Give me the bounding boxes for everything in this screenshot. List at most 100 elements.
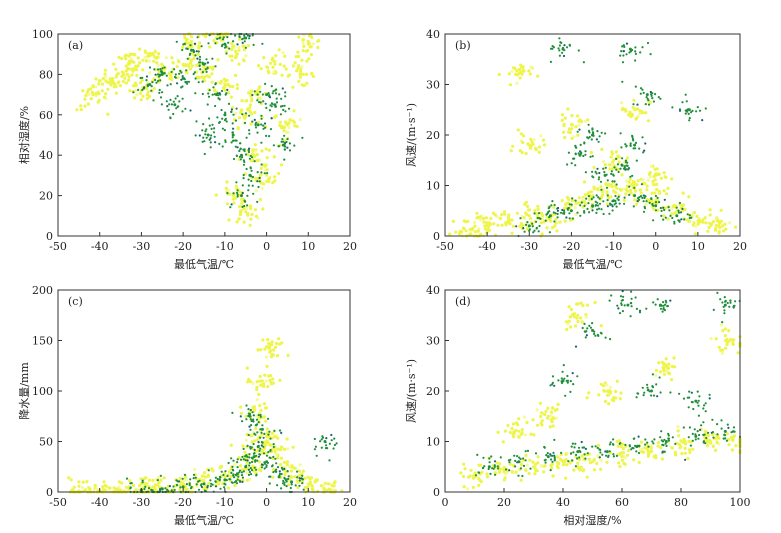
text-layer: -50 -40 -30 -20 -10 0 10 20020406080100(a)最低气温/…	[17, 28, 751, 527]
yellow-point	[662, 372, 667, 376]
green-point	[584, 457, 587, 460]
yellow-point	[224, 79, 228, 83]
green-point	[320, 438, 323, 441]
yellow-point	[620, 173, 624, 177]
green-point	[528, 229, 531, 232]
yellow-point	[230, 58, 234, 62]
yellow-point	[246, 108, 250, 112]
data-point	[502, 470, 506, 474]
yellow-point	[731, 438, 735, 442]
green-point	[330, 433, 333, 437]
green-point	[560, 381, 564, 385]
green-point	[634, 52, 638, 56]
green-point	[197, 50, 200, 53]
green-point	[241, 476, 244, 479]
green-point	[701, 119, 704, 122]
green-point	[170, 489, 173, 492]
green-point	[599, 180, 603, 183]
green-point	[181, 48, 184, 52]
green-point	[723, 296, 726, 299]
green-point	[562, 54, 566, 58]
yellow-point	[727, 443, 731, 447]
yellow-point	[658, 191, 662, 195]
yellow-point	[627, 113, 631, 117]
green-point	[139, 76, 142, 80]
data-point	[527, 224, 531, 228]
yellow-point	[120, 56, 124, 61]
yellow-point	[595, 461, 599, 465]
x-tick-label: 0	[263, 496, 270, 509]
yellow-point	[139, 81, 143, 85]
green-point	[562, 364, 565, 367]
yellow-point-group	[75, 32, 321, 227]
yellow-point	[646, 119, 651, 123]
yellow-point	[249, 217, 253, 221]
data-point	[532, 465, 535, 469]
data-point	[527, 143, 531, 147]
green-point	[189, 109, 192, 112]
yellow-point	[102, 480, 106, 484]
green-point	[686, 213, 689, 216]
green-point	[629, 142, 632, 145]
green-point	[211, 483, 214, 486]
yellow-point	[229, 475, 233, 479]
green-point	[227, 102, 231, 105]
yellow-point	[662, 189, 666, 193]
yellow-point	[609, 155, 613, 159]
yellow-point	[300, 58, 304, 62]
yellow-point	[717, 231, 721, 235]
green-point	[268, 135, 271, 138]
yellow-point	[483, 224, 487, 228]
green-point	[209, 141, 212, 144]
green-point	[649, 90, 652, 94]
green-point	[522, 457, 525, 460]
data-point	[645, 93, 649, 97]
yellow-point	[609, 195, 613, 199]
data-point	[694, 399, 698, 403]
yellow-point-group	[67, 337, 344, 494]
green-point	[189, 478, 192, 481]
yellow-point	[250, 212, 254, 217]
green-point	[174, 97, 177, 100]
yellow-point	[529, 137, 533, 141]
yellow-point	[257, 460, 261, 464]
green-point	[515, 225, 518, 228]
green-point	[180, 71, 183, 74]
green-point	[260, 466, 264, 469]
yellow-point	[570, 127, 574, 131]
green-point	[651, 386, 655, 389]
green-point	[569, 390, 572, 393]
green-point	[557, 206, 560, 210]
green-point	[213, 135, 216, 138]
yellow-point	[188, 67, 192, 71]
green-point	[543, 446, 546, 449]
yellow-point	[511, 435, 516, 439]
green-point	[207, 469, 210, 472]
green-point	[669, 391, 672, 394]
yellow-point	[195, 485, 199, 489]
green-point	[611, 180, 614, 183]
yellow-point	[719, 208, 723, 212]
yellow-point	[592, 165, 596, 169]
yellow-point	[254, 214, 258, 218]
green-point	[258, 101, 261, 104]
green-point	[635, 450, 638, 453]
yellow-point	[560, 118, 564, 122]
x-tick-label: 10	[301, 496, 315, 509]
yellow-point	[530, 140, 534, 144]
yellow-point	[524, 468, 528, 472]
green-point	[230, 471, 233, 474]
yellow-point	[692, 211, 697, 215]
x-tick-label: -10	[216, 496, 234, 509]
yellow-point	[311, 42, 315, 46]
yellow-point	[514, 470, 518, 474]
yellow-point	[628, 110, 632, 114]
green-point	[600, 131, 603, 134]
yellow-point	[283, 469, 287, 473]
yellow-point	[322, 486, 326, 490]
yellow-point	[625, 189, 630, 193]
green-point	[260, 114, 263, 117]
yellow-point	[519, 478, 523, 482]
yellow-point	[615, 186, 619, 190]
yellow-point	[525, 227, 530, 231]
